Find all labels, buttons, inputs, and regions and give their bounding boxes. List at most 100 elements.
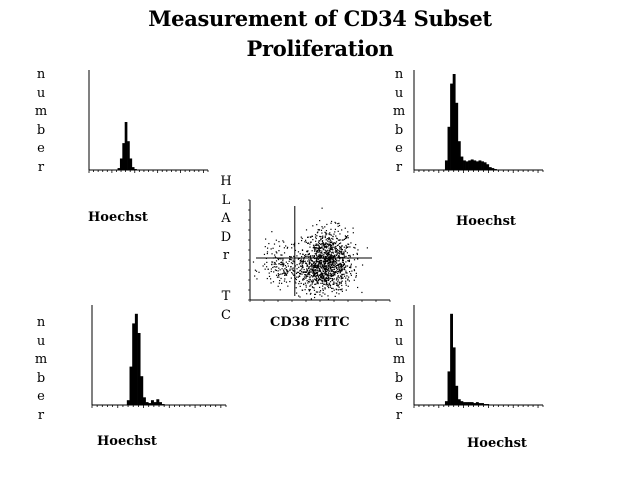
scatter-point — [289, 269, 291, 272]
scatter-point — [322, 235, 324, 237]
histogram-bottom-left — [91, 305, 227, 408]
scatter-point — [347, 285, 349, 287]
scatter-point — [330, 240, 332, 242]
scatter-point — [281, 262, 283, 264]
scatter-point — [334, 246, 336, 248]
scatter-point — [327, 258, 330, 261]
scatter-point — [317, 263, 319, 266]
scatter-point — [313, 266, 315, 268]
scatter-point — [340, 281, 342, 283]
scatter-point — [335, 282, 337, 284]
scatter-point — [334, 248, 336, 250]
scatter-point — [301, 271, 303, 273]
scatter-point — [279, 245, 281, 247]
histogram-bar — [463, 402, 466, 405]
scatter-point — [341, 273, 343, 276]
scatter-point — [285, 274, 287, 276]
scatter-point — [329, 262, 331, 264]
scatter-point — [325, 268, 327, 270]
histogram-bar — [493, 169, 497, 170]
scatter-point — [347, 246, 349, 248]
scatter-point — [289, 280, 291, 283]
scatter-point — [302, 279, 304, 281]
scatter-point — [326, 266, 328, 268]
scatter-point — [284, 268, 286, 270]
scatter-point — [348, 266, 351, 269]
scatter-point — [319, 250, 321, 252]
scatter-point — [325, 239, 327, 241]
scatter-point — [352, 232, 354, 234]
scatter-point — [337, 230, 339, 232]
scatter-point — [341, 248, 344, 251]
scatter-point — [330, 269, 332, 271]
scatter-point — [303, 276, 306, 278]
scatter-point — [338, 260, 340, 262]
scatter-point — [327, 298, 330, 300]
scatter-point — [325, 242, 327, 244]
scatter-point — [305, 271, 307, 273]
scatter-point — [332, 235, 334, 238]
scatter-point — [324, 262, 327, 265]
scatter-point — [315, 279, 317, 281]
scatter-point — [301, 268, 303, 270]
scatter-point — [274, 256, 276, 258]
scatter-point — [323, 254, 325, 256]
scatter-point — [314, 273, 316, 275]
scatter-point — [312, 244, 315, 246]
scatter-point — [308, 256, 310, 258]
histogram-bar — [481, 403, 484, 405]
histogram-bar — [156, 399, 160, 405]
scatter-point — [314, 283, 316, 285]
scatter-point — [307, 253, 309, 256]
scatter-point — [324, 236, 326, 239]
scatter-point — [314, 272, 317, 275]
scatter-point — [296, 264, 298, 266]
scatter-point — [337, 279, 339, 281]
scatter-point — [336, 278, 338, 280]
scatter-point — [316, 250, 318, 252]
scatter-point — [333, 268, 335, 271]
scatter-point — [316, 265, 319, 267]
scatter-point — [334, 271, 336, 274]
scatter-point — [305, 286, 307, 288]
scatter-point — [336, 284, 338, 286]
scatter-point — [338, 267, 341, 269]
scatter-point — [329, 286, 332, 288]
scatter-point — [271, 263, 273, 265]
scatter-point — [277, 273, 279, 275]
scatter-point — [333, 262, 335, 264]
scatter-point — [318, 250, 320, 252]
scatter-point — [305, 229, 308, 231]
scatter-point — [324, 258, 326, 260]
histogram-bar — [148, 403, 152, 405]
scatter-point — [318, 254, 320, 257]
scatter-point — [330, 243, 332, 246]
scatter-point — [329, 241, 332, 244]
scatter-point — [304, 274, 307, 276]
scatter-point — [335, 261, 337, 264]
histogram-bar — [444, 160, 448, 170]
scatter-point — [326, 258, 328, 260]
scatter-point — [334, 260, 337, 263]
scatter-point — [305, 254, 307, 256]
scatter-point — [347, 243, 349, 245]
scatter-point — [276, 252, 278, 254]
scatter-point — [326, 250, 328, 252]
scatter-point — [327, 253, 329, 255]
scatter-point — [322, 266, 324, 268]
scatter-point — [302, 278, 304, 281]
scatter-point — [266, 252, 268, 255]
scatter-point — [328, 282, 330, 284]
scatter-point — [293, 274, 295, 276]
scatter-point — [335, 254, 337, 256]
scatter-point — [317, 250, 319, 252]
scatter-point — [329, 238, 331, 240]
scatter-point — [350, 273, 352, 275]
scatter-point — [271, 261, 273, 263]
scatter-point — [266, 266, 268, 268]
scatter-point — [306, 265, 309, 267]
scatter-point — [322, 289, 324, 291]
scatter-point — [305, 275, 307, 278]
